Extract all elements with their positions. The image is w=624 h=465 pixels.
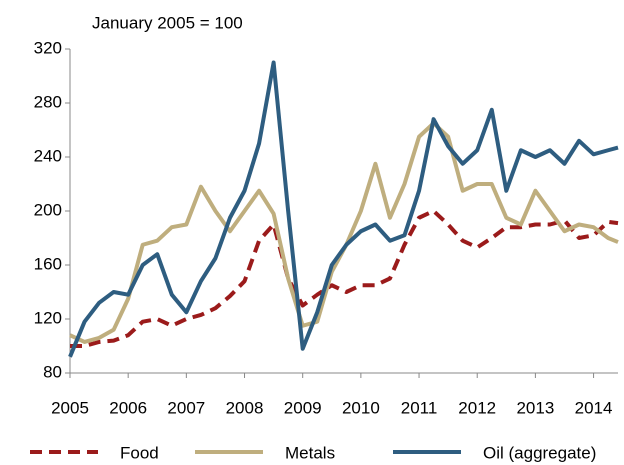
x-tick-label: 2014 (575, 398, 613, 417)
legend-label: Metals (285, 443, 335, 462)
x-tick-label: 2009 (284, 398, 322, 417)
series-line (70, 209, 619, 348)
y-tick-label: 320 (34, 38, 62, 57)
x-tick-label: 2011 (401, 398, 438, 417)
y-tick-label: 160 (34, 254, 62, 273)
x-tick-label: 2013 (516, 398, 554, 417)
legend-label: Oil (aggregate) (483, 443, 596, 462)
x-tick-label: 2007 (167, 398, 205, 417)
chart-subtitle: January 2005 = 100 (92, 13, 243, 32)
series-line (68, 60, 619, 358)
y-tick-label: 120 (34, 308, 62, 327)
x-tick-label: 2008 (226, 398, 264, 417)
legend-label: Food (120, 443, 159, 462)
x-tick-label: 2012 (458, 398, 496, 417)
x-tick-label: 2005 (51, 398, 89, 417)
y-tick-label: 200 (34, 200, 62, 219)
y-tick-label: 80 (43, 362, 62, 381)
x-tick-label: 2006 (109, 398, 147, 417)
y-tick-label: 240 (34, 146, 62, 165)
y-tick-label: 280 (34, 92, 62, 111)
x-tick-label: 2010 (342, 398, 380, 417)
